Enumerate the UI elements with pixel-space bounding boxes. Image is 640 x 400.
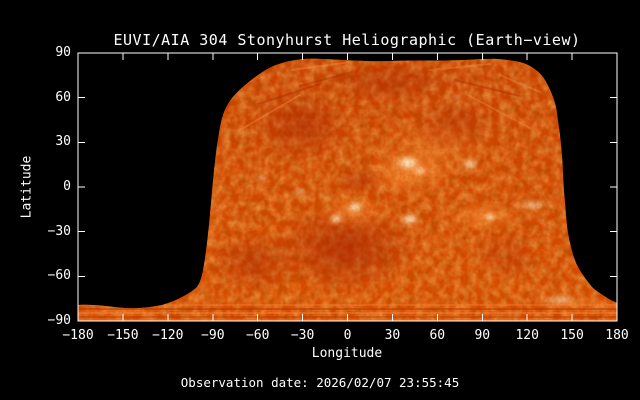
x-axis-ticks-bottom (77, 314, 618, 321)
x-tick-label: 120 (515, 328, 539, 343)
x-tick-label: −30 (290, 328, 315, 343)
x-tick-label: −150 (107, 328, 139, 343)
x-tick-label: 180 (605, 328, 629, 343)
page-title: EUVI/AIA 304 Stonyhurst Heliographic (Ea… (113, 31, 581, 49)
x-tick-label: 150 (560, 328, 584, 343)
plot-axes (77, 52, 618, 322)
x-axis-title: Longitude (311, 346, 383, 361)
y-tick-label: −60 (47, 268, 71, 284)
y-axis-ticks-right (610, 52, 617, 322)
x-tick-label: −120 (152, 328, 184, 343)
y-axis-title: Latitude (19, 155, 35, 219)
x-tick-label: 0 (343, 328, 352, 343)
x-tick-label: 90 (474, 328, 491, 343)
x-tick-label: 30 (384, 328, 401, 343)
x-axis-ticks-top (77, 53, 618, 60)
y-tick-label: 60 (55, 89, 71, 105)
sun-coverage-region (78, 58, 617, 321)
y-tick-label: 0 (63, 179, 71, 194)
y-tick-label: −90 (47, 313, 71, 328)
y-tick-label: 90 (55, 45, 71, 60)
observation-date: Observation date: 2026/02/07 23:55:45 (180, 375, 460, 390)
y-axis-ticks-left (78, 52, 85, 322)
x-tick-label: −180 (62, 328, 94, 343)
x-tick-label: −90 (201, 328, 225, 343)
y-tick-label: −30 (47, 223, 71, 239)
x-tick-label: −60 (245, 328, 270, 343)
y-tick-label: 30 (55, 134, 71, 150)
x-tick-label: 60 (429, 328, 446, 343)
